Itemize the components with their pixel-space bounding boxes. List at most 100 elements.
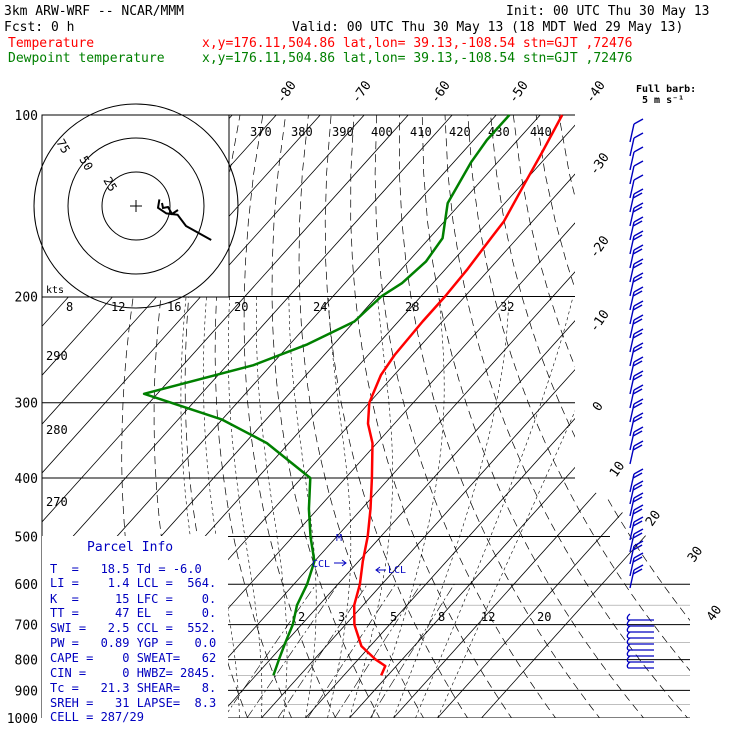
wind-barb xyxy=(629,333,635,353)
lcl-arrow xyxy=(375,566,386,574)
dry-adiabat xyxy=(490,115,690,718)
pressure-tick-label: 400 xyxy=(15,472,38,487)
wind-barb xyxy=(629,249,635,269)
hodograph-ring xyxy=(67,137,205,275)
theta-label: 400 xyxy=(371,125,393,139)
mixing-ratio-label: 20 xyxy=(234,300,248,314)
pressure-tick-label: 900 xyxy=(15,684,38,699)
wind-barb xyxy=(632,496,643,503)
parcel-row: CAPE = 0 SWEAT= 62 xyxy=(50,651,216,665)
wind-barb xyxy=(632,430,643,437)
wind-barb xyxy=(632,508,643,515)
isotherm-label: -20 xyxy=(587,233,613,261)
wind-barb xyxy=(633,272,644,279)
isotherm-line xyxy=(349,115,690,718)
isotherm-line xyxy=(173,115,690,718)
dry-adiabat xyxy=(672,115,690,718)
pressure-tick-label: 1000 xyxy=(7,712,38,727)
parcel-row: CIN = 0 HWBZ= 2845. xyxy=(50,666,216,680)
wind-barb xyxy=(632,402,643,409)
isotherm-label: -40 xyxy=(583,78,609,106)
sounding-profiles xyxy=(142,114,564,676)
wind-barb xyxy=(632,332,643,339)
wind-barb xyxy=(629,545,635,565)
wind-barb xyxy=(626,631,654,639)
parcel-info-panel xyxy=(42,536,228,726)
isotherm-line xyxy=(42,115,453,718)
mixing-ratio-label: 12 xyxy=(111,300,125,314)
wind-barb xyxy=(629,473,635,493)
wind-barb xyxy=(632,318,643,325)
isotherm-line xyxy=(42,115,409,718)
dry-adiabat xyxy=(604,115,690,718)
dry-adiabat xyxy=(444,115,690,718)
moist-adiabat xyxy=(371,296,445,718)
init-time: Init: 00 UTC Thu 30 May 13 xyxy=(506,4,710,19)
parcel-row: Tc = 21.3 SHEAR= 8. xyxy=(50,681,216,695)
moist-adiabat xyxy=(437,296,624,718)
wind-barb xyxy=(632,444,643,451)
pressure-tick-label: 700 xyxy=(15,619,38,634)
wind-barb xyxy=(632,360,643,367)
dry-adiabat xyxy=(649,115,690,718)
wind-barb xyxy=(629,319,635,339)
mixing-ratio-label: 28 xyxy=(405,300,419,314)
dry-adiabat xyxy=(243,115,343,718)
isotherm-line xyxy=(42,115,365,718)
mixing-ratio-label: 5 xyxy=(390,610,397,624)
hodograph-trace xyxy=(161,202,179,216)
wind-barb-column xyxy=(626,118,654,669)
wind-barb xyxy=(632,472,643,479)
isotherm-label: 10 xyxy=(607,459,628,480)
wind-barb xyxy=(632,346,643,353)
wind-barb xyxy=(632,484,643,491)
parcel-info-rows: T = 18.5 Td = -6.0 LI = 1.4 LCL = 564. K… xyxy=(50,562,216,724)
ccl-marker: CCL xyxy=(312,559,330,570)
parcel-row: SREH = 31 LAPSE= 8.3 xyxy=(50,696,216,710)
temperature-legend: Temperature xyxy=(8,36,94,51)
wind-barb xyxy=(629,569,635,589)
mixing-ratio-label: 20 xyxy=(537,610,551,624)
wind-barb xyxy=(629,445,635,465)
wind-barb xyxy=(629,431,635,451)
wind-barb xyxy=(633,564,644,571)
wind-barb xyxy=(632,388,643,395)
wind-barb xyxy=(633,314,644,321)
wind-barb xyxy=(633,118,644,125)
wind-barb xyxy=(629,521,635,541)
wind-barb xyxy=(629,137,635,157)
wind-barb xyxy=(629,305,635,325)
mixing-ratio-line xyxy=(334,584,422,718)
wind-barb xyxy=(629,291,635,311)
dewpoint-profile xyxy=(142,114,511,676)
theta-label: 290 xyxy=(46,349,68,363)
wind-barb xyxy=(629,497,635,517)
pressure-tick-label: 800 xyxy=(15,654,38,669)
wind-barb xyxy=(629,123,635,143)
wind-barb xyxy=(629,207,635,227)
wind-barb xyxy=(633,356,644,363)
dry-adiabat xyxy=(214,115,298,718)
wind-barb xyxy=(632,374,643,381)
mixing-ratio-label: 16 xyxy=(167,300,181,314)
wind-barb xyxy=(632,234,643,241)
wind-barb xyxy=(633,370,644,377)
hodo-units-label: kts xyxy=(46,285,64,296)
dry-adiabat xyxy=(421,115,655,718)
pressure-tick-label: 300 xyxy=(15,397,38,412)
wind-barb xyxy=(626,643,654,651)
wind-barb xyxy=(626,613,654,621)
hodo-ring-label: 25 xyxy=(100,175,119,195)
wind-barb xyxy=(633,516,644,523)
mixing-ratio-label: 32 xyxy=(500,300,514,314)
wind-barb xyxy=(632,520,643,527)
wind-barb xyxy=(626,625,654,633)
wind-barb xyxy=(629,277,635,297)
theta-label: 410 xyxy=(410,125,432,139)
wind-barb xyxy=(633,174,644,181)
pressure-tick-label: 200 xyxy=(15,291,38,306)
wind-barb xyxy=(633,146,644,153)
isotherm-label: -30 xyxy=(587,150,613,178)
hodograph xyxy=(33,103,239,309)
parcel-row: SWI = 2.5 CCL = 552. xyxy=(50,621,216,635)
